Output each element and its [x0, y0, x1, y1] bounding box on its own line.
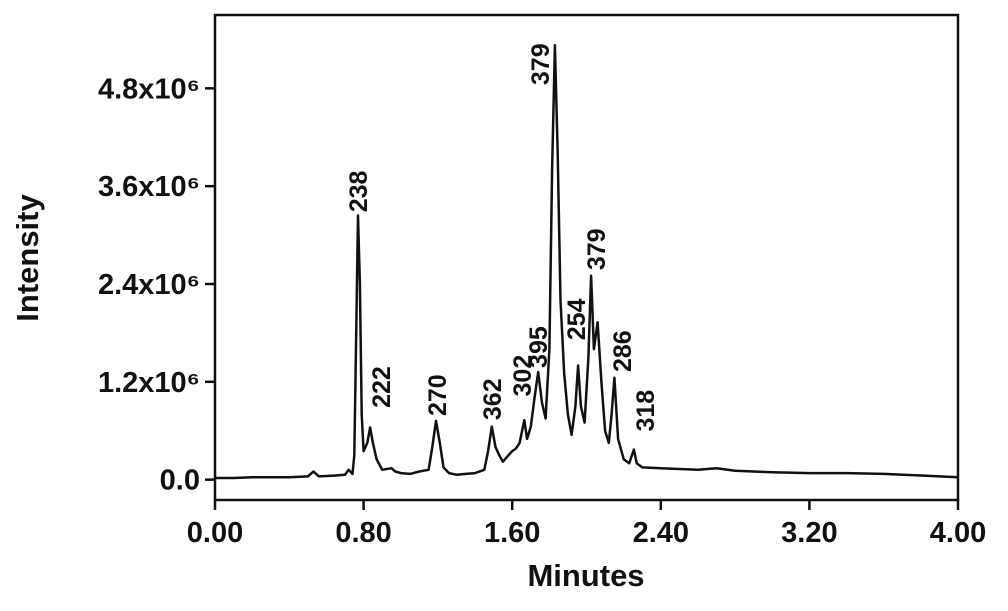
x-tick-label: 1.60 — [484, 517, 540, 549]
x-tick-label: 0.00 — [187, 517, 243, 549]
y-axis-title: Intensity — [10, 194, 45, 322]
x-axis-title: Minutes — [527, 558, 644, 593]
peak-label: 222 — [368, 366, 396, 408]
peak-label: 379 — [583, 228, 611, 270]
peak-label: 286 — [609, 330, 637, 372]
peak-label: 318 — [632, 390, 660, 432]
peak-label: 362 — [479, 378, 507, 420]
peak-label: 270 — [424, 374, 452, 416]
peak-label: 302 — [509, 355, 537, 397]
peak-label: 254 — [563, 298, 591, 340]
trace-line — [215, 43, 959, 480]
peak-label: 238 — [345, 170, 373, 212]
x-tick-label: 3.20 — [781, 517, 837, 549]
y-tick-label: 4.8x10⁶ — [98, 73, 200, 105]
x-tick-label: 0.80 — [335, 517, 391, 549]
peak-label: 395 — [525, 326, 553, 368]
y-tick-label: 2.4x10⁶ — [98, 269, 200, 301]
y-tick-label: 3.6x10⁶ — [98, 171, 200, 203]
y-tick-label: 1.2x10⁶ — [98, 367, 200, 399]
x-tick-label: 2.40 — [633, 517, 689, 549]
y-tick-label: 0.0 — [160, 465, 200, 497]
plot-frame — [213, 13, 960, 502]
peak-label: 379 — [527, 43, 555, 85]
x-tick-label: 4.00 — [930, 517, 986, 549]
